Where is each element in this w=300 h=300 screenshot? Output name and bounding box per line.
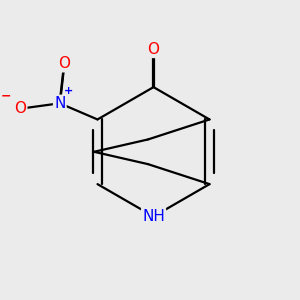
Text: N: N [54, 96, 65, 111]
Text: +: + [64, 86, 74, 96]
Text: O: O [14, 101, 26, 116]
Text: O: O [58, 56, 70, 71]
Text: O: O [148, 42, 160, 57]
Text: −: − [1, 90, 11, 103]
Text: NH: NH [142, 209, 165, 224]
